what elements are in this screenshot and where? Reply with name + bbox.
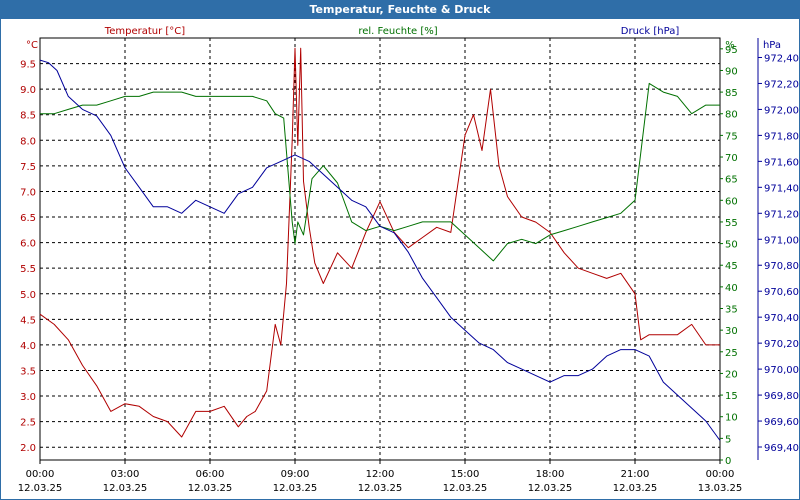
series-line-humidity bbox=[40, 82, 720, 262]
y-tick-label-temperature: 4.0 bbox=[20, 341, 36, 352]
y-tick-label-humidity: 30 bbox=[725, 326, 738, 337]
y-tick-label-pressure: 971,40 bbox=[764, 183, 799, 194]
y-tick-label-temperature: 5.0 bbox=[20, 290, 36, 301]
y-tick-label-pressure: 970,40 bbox=[764, 313, 799, 324]
x-tick-label-time: 15:00 bbox=[451, 469, 480, 480]
x-tick-label-date: 12.03.25 bbox=[188, 483, 233, 494]
y-tick-label-temperature: 9.0 bbox=[20, 85, 36, 96]
y-tick-label-humidity: 85 bbox=[725, 88, 738, 99]
y-tick-label-pressure: 969,40 bbox=[764, 443, 799, 454]
x-tick-label-time: 00:00 bbox=[706, 469, 735, 480]
x-tick-label-date: 12.03.25 bbox=[443, 483, 488, 494]
y-tick-label-pressure: 972,20 bbox=[764, 79, 799, 90]
grid bbox=[39, 37, 762, 464]
series-line-pressure bbox=[39, 59, 721, 441]
pressure-unit-label: hPa bbox=[763, 40, 781, 51]
x-tick-label-time: 00:00 bbox=[26, 469, 55, 480]
x-tick-label-time: 03:00 bbox=[111, 469, 140, 480]
y-tick-label-humidity: 20 bbox=[725, 369, 738, 380]
y-tick-label-humidity: 25 bbox=[725, 348, 738, 359]
y-tick-label-humidity: 50 bbox=[725, 240, 738, 251]
y-tick-label-temperature: 9.5 bbox=[20, 60, 36, 71]
y-tick-label-humidity: 45 bbox=[725, 261, 738, 272]
y-tick-label-humidity: 10 bbox=[725, 413, 738, 424]
y-tick-label-humidity: 65 bbox=[725, 175, 738, 186]
y-tick-label-humidity: 40 bbox=[725, 283, 738, 294]
y-tick-label-pressure: 972,00 bbox=[764, 105, 799, 116]
axis-labels: 00:00 12.03.25 03:00 12.03.25 06:00 12.03.25 0… bbox=[18, 26, 799, 494]
y-tick-label-pressure: 972,40 bbox=[764, 53, 799, 64]
y-tick-label-temperature: 8.0 bbox=[20, 136, 36, 147]
y-tick-label-temperature: 3.5 bbox=[20, 366, 36, 377]
y-tick-label-pressure: 970,00 bbox=[764, 365, 799, 376]
y-tick-label-pressure: 970,60 bbox=[764, 287, 799, 298]
pressure-axis-label: Druck [hPa] bbox=[621, 26, 680, 37]
y-tick-label-humidity: 60 bbox=[725, 196, 738, 207]
x-tick-label-time: 18:00 bbox=[536, 469, 565, 480]
y-tick-label-temperature: 6.5 bbox=[20, 213, 36, 224]
series-line-temperature bbox=[39, 47, 720, 438]
y-tick-label-temperature: 6.0 bbox=[20, 239, 36, 250]
y-tick-label-temperature: 2.0 bbox=[20, 443, 36, 454]
x-tick-label-time: 12:00 bbox=[366, 469, 395, 480]
y-tick-label-pressure: 970,80 bbox=[764, 261, 799, 272]
y-tick-label-humidity: 35 bbox=[725, 305, 738, 316]
plot-area bbox=[39, 47, 721, 441]
y-tick-label-humidity: 15 bbox=[725, 391, 738, 402]
x-tick-label-date: 13.03.25 bbox=[698, 483, 743, 494]
y-tick-label-pressure: 971,00 bbox=[764, 235, 799, 246]
temperature-axis-label: Temperatur [°C] bbox=[104, 26, 185, 37]
temperature-unit-label: °C bbox=[26, 40, 38, 51]
y-tick-label-pressure: 971,20 bbox=[764, 209, 799, 220]
x-tick-label-date: 12.03.25 bbox=[18, 483, 63, 494]
y-tick-label-temperature: 4.5 bbox=[20, 315, 36, 326]
humidity-unit-label: % bbox=[725, 40, 735, 51]
y-tick-label-temperature: 8.5 bbox=[20, 111, 36, 122]
y-tick-label-humidity: 70 bbox=[725, 153, 738, 164]
x-tick-label-time: 21:00 bbox=[621, 469, 650, 480]
y-tick-label-humidity: 0 bbox=[725, 456, 731, 467]
y-tick-label-humidity: 95 bbox=[725, 45, 738, 56]
y-tick-label-pressure: 971,60 bbox=[764, 157, 799, 168]
y-tick-label-humidity: 80 bbox=[725, 110, 738, 121]
y-tick-label-humidity: 5 bbox=[725, 434, 731, 445]
y-tick-label-pressure: 969,80 bbox=[764, 391, 799, 402]
y-tick-label-temperature: 7.5 bbox=[20, 162, 36, 173]
window-title: Temperatur, Feuchte & Druck bbox=[1, 1, 799, 19]
y-tick-label-pressure: 969,60 bbox=[764, 417, 799, 428]
x-tick-label-date: 12.03.25 bbox=[103, 483, 148, 494]
y-tick-label-pressure: 971,80 bbox=[764, 131, 799, 142]
y-tick-label-temperature: 5.5 bbox=[20, 264, 36, 275]
y-tick-label-temperature: 2.5 bbox=[20, 418, 36, 429]
x-tick-label-date: 12.03.25 bbox=[358, 483, 403, 494]
x-tick-label-date: 12.03.25 bbox=[273, 483, 318, 494]
humidity-axis-label: rel. Feuchte [%] bbox=[358, 26, 437, 37]
y-tick-label-temperature: 3.0 bbox=[20, 392, 36, 403]
x-tick-label-time: 06:00 bbox=[196, 469, 225, 480]
y-tick-label-pressure: 970,20 bbox=[764, 339, 799, 350]
y-tick-label-humidity: 75 bbox=[725, 131, 738, 142]
x-tick-label-date: 12.03.25 bbox=[613, 483, 658, 494]
y-tick-label-humidity: 90 bbox=[725, 66, 738, 77]
x-tick-label-time: 09:00 bbox=[281, 469, 310, 480]
y-tick-label-temperature: 7.0 bbox=[20, 187, 36, 198]
y-tick-label-humidity: 55 bbox=[725, 218, 738, 229]
x-tick-label-date: 12.03.25 bbox=[528, 483, 573, 494]
